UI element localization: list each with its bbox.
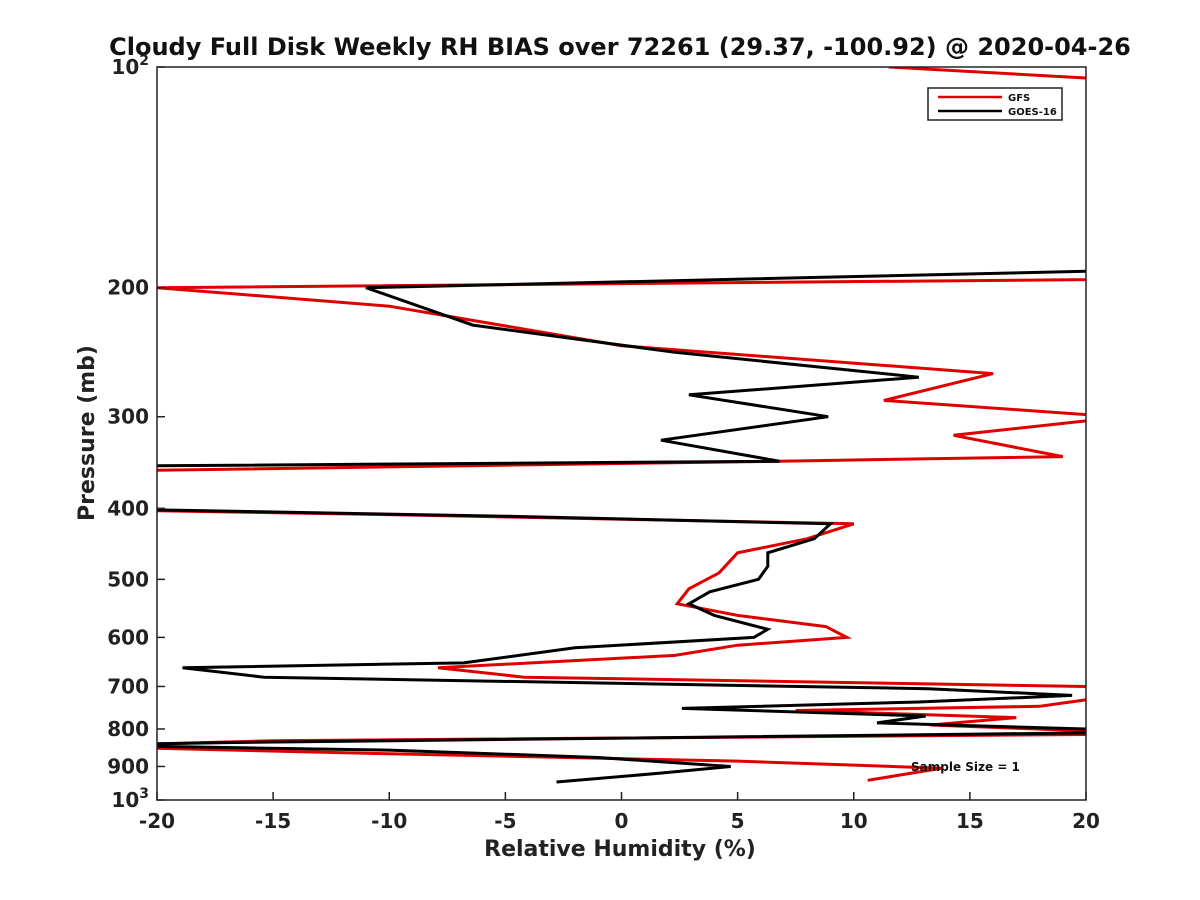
y-tick-label: 500 bbox=[107, 567, 149, 591]
y-tick-label: 102 bbox=[111, 53, 149, 79]
y-tick-label: 600 bbox=[107, 625, 149, 649]
legend-label-goes16: GOES-16 bbox=[1008, 107, 1057, 118]
x-tick-label: 0 bbox=[615, 809, 629, 833]
x-tick-label: -10 bbox=[371, 809, 407, 833]
y-axis-label: Pressure (mb) bbox=[75, 345, 100, 521]
y-tick-label: 300 bbox=[107, 405, 149, 429]
legend-label-gfs: GFS bbox=[1008, 93, 1030, 104]
x-tick-label: -15 bbox=[255, 809, 291, 833]
x-axis-label: Relative Humidity (%) bbox=[484, 837, 756, 862]
y-tick-label: 200 bbox=[107, 276, 149, 300]
y-tick-label: 700 bbox=[107, 674, 149, 698]
x-tick-label: 5 bbox=[731, 809, 745, 833]
series-line-gfs bbox=[157, 67, 1086, 782]
x-tick-label: 15 bbox=[956, 809, 984, 833]
x-axis: -20 -15 -10 -5 0 5 10 15 20 bbox=[139, 792, 1100, 833]
y-tick-label: 400 bbox=[107, 496, 149, 520]
legend: GFS GOES-16 bbox=[927, 87, 1063, 121]
y-axis: 102 200 300 400 500 600 700 800 900 103 bbox=[107, 53, 165, 812]
sample-size-annotation: Sample Size = 1 bbox=[911, 760, 1020, 774]
x-tick-label: 10 bbox=[840, 809, 868, 833]
x-tick-label: -20 bbox=[139, 809, 175, 833]
x-tick-label: -5 bbox=[494, 809, 516, 833]
y-tick-label: 900 bbox=[107, 754, 149, 778]
legend-box bbox=[927, 87, 1063, 121]
y-tick-label: 800 bbox=[107, 717, 149, 741]
chart-title: Cloudy Full Disk Weekly RH BIAS over 722… bbox=[109, 33, 1131, 61]
y-tick-label: 103 bbox=[111, 786, 149, 812]
x-tick-label: 20 bbox=[1072, 809, 1100, 833]
series-line-goes16 bbox=[157, 269, 1086, 784]
series-layer bbox=[157, 67, 1086, 784]
